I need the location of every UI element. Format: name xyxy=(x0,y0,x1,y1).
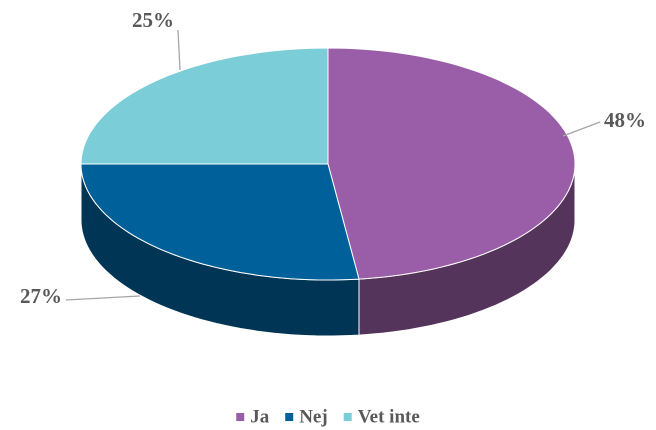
legend-swatch xyxy=(236,413,245,421)
leader-line xyxy=(177,29,181,71)
legend-label: Nej xyxy=(299,406,327,427)
pie-slice xyxy=(80,47,329,165)
data-label: 27% xyxy=(20,284,62,308)
legend: Ja Nej Vet inte xyxy=(236,406,420,427)
leader-line xyxy=(65,295,141,301)
leader-line xyxy=(562,121,601,137)
legend-swatch xyxy=(285,413,294,421)
pie-slice xyxy=(327,47,576,280)
legend-label: Vet inte xyxy=(358,406,420,427)
data-label: 25% xyxy=(132,8,174,32)
data-label: 48% xyxy=(604,108,646,132)
legend-swatch xyxy=(343,413,352,421)
pie-slice xyxy=(80,163,360,281)
legend-label: Ja xyxy=(250,406,270,427)
